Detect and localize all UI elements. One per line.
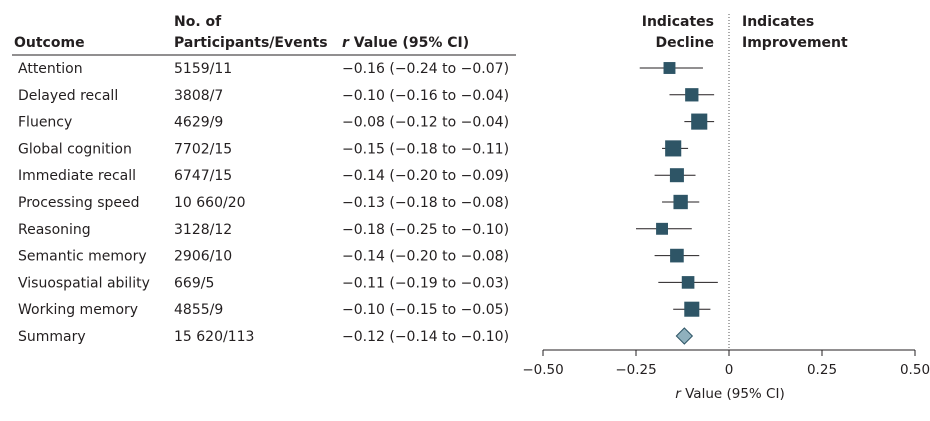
row-3-ci-text: −0.15 (−0.18 to −0.11) bbox=[342, 141, 509, 157]
row-7-outcome: Semantic memory bbox=[18, 249, 147, 265]
x-axis-label: r Value (95% CI) bbox=[675, 386, 784, 402]
row-1-outcome: Delayed recall bbox=[18, 88, 118, 104]
row-5-ci-text: −0.13 (−0.18 to −0.08) bbox=[342, 195, 509, 211]
decline-label-line2: Decline bbox=[656, 35, 714, 51]
decline-label-line1: Indicates bbox=[642, 14, 714, 30]
row-6-ci-text: −0.18 (−0.25 to −0.10) bbox=[342, 222, 509, 238]
row-4-participants: 6747/15 bbox=[174, 168, 232, 184]
row-2-ci-text: −0.08 (−0.12 to −0.04) bbox=[342, 115, 509, 131]
row-6-point-estimate bbox=[656, 222, 668, 235]
row-7-ci-text: −0.14 (−0.20 to −0.08) bbox=[342, 249, 509, 265]
row-3-point-estimate bbox=[665, 140, 682, 157]
row-2-point-estimate bbox=[691, 113, 708, 130]
x-tick-label-4: 0.50 bbox=[900, 362, 930, 378]
improvement-label-line2: Improvement bbox=[742, 35, 848, 51]
row-9-ci-text: −0.10 (−0.15 to −0.05) bbox=[342, 302, 509, 318]
table-rows: Attention 5159/11 −0.16 (−0.24 to −0.07) De… bbox=[18, 61, 509, 345]
row-0-outcome: Attention bbox=[18, 61, 83, 77]
row-9-outcome: Working memory bbox=[18, 302, 138, 318]
row-4-outcome: Immediate recall bbox=[18, 168, 136, 184]
row-7-point-estimate bbox=[670, 248, 684, 263]
summary-participants: 15 620/113 bbox=[174, 329, 254, 345]
row-9-point-estimate bbox=[684, 301, 700, 317]
plot-area: −0.50 −0.25 0 0.25 0.50 r Value (95% CI) bbox=[522, 14, 930, 402]
x-axis-label-rest: Value (95% CI) bbox=[681, 386, 785, 402]
x-tick-label-3: 0.25 bbox=[807, 362, 837, 378]
row-7-participants: 2906/10 bbox=[174, 249, 232, 265]
row-1-participants: 3808/7 bbox=[174, 88, 223, 104]
row-6-outcome: Reasoning bbox=[18, 222, 91, 238]
x-tick-label-1: −0.25 bbox=[615, 362, 656, 378]
row-6-participants: 3128/12 bbox=[174, 222, 232, 238]
row-8-point-estimate bbox=[681, 276, 695, 289]
row-3-participants: 7702/15 bbox=[174, 141, 232, 157]
x-tick-label-2: 0 bbox=[725, 362, 734, 378]
x-axis-label-r: r bbox=[675, 386, 682, 402]
improvement-label-line1: Indicates bbox=[742, 14, 814, 30]
row-1-point-estimate bbox=[685, 88, 699, 102]
row-2-participants: 4629/9 bbox=[174, 115, 223, 131]
row-0-ci-text: −0.16 (−0.24 to −0.07) bbox=[342, 61, 509, 77]
x-axis: −0.50 −0.25 0 0.25 0.50 bbox=[522, 349, 930, 378]
row-4-ci-text: −0.14 (−0.20 to −0.09) bbox=[342, 168, 509, 184]
summary-ci-text: −0.12 (−0.14 to −0.10) bbox=[342, 329, 509, 345]
participants-header-line2: Participants/Events bbox=[174, 35, 328, 51]
row-0-point-estimate bbox=[663, 62, 676, 74]
participants-header-line1: No. of bbox=[174, 14, 222, 30]
row-5-participants: 10 660/20 bbox=[174, 195, 246, 211]
row-8-ci-text: −0.11 (−0.19 to −0.03) bbox=[342, 275, 509, 291]
summary-outcome: Summary bbox=[18, 329, 86, 345]
row-8-outcome: Visuospatial ability bbox=[18, 275, 150, 291]
row-9-participants: 4855/9 bbox=[174, 302, 223, 318]
summary-diamond bbox=[675, 327, 694, 345]
row-4-point-estimate bbox=[669, 168, 684, 183]
r-value-header-r: r bbox=[342, 35, 350, 51]
row-2-outcome: Fluency bbox=[18, 115, 72, 131]
row-5-outcome: Processing speed bbox=[18, 195, 140, 211]
row-8-participants: 669/5 bbox=[174, 275, 214, 291]
outcome-header: Outcome bbox=[14, 35, 85, 51]
row-1-ci-text: −0.10 (−0.16 to −0.04) bbox=[342, 88, 509, 104]
row-5-point-estimate bbox=[673, 194, 688, 210]
r-value-header-rest: Value (95% CI) bbox=[349, 35, 469, 51]
x-tick-label-0: −0.50 bbox=[522, 362, 563, 378]
row-3-outcome: Global cognition bbox=[18, 141, 132, 157]
row-0-participants: 5159/11 bbox=[174, 61, 232, 77]
r-value-header: r Value (95% CI) bbox=[342, 35, 469, 51]
markers bbox=[636, 62, 718, 345]
